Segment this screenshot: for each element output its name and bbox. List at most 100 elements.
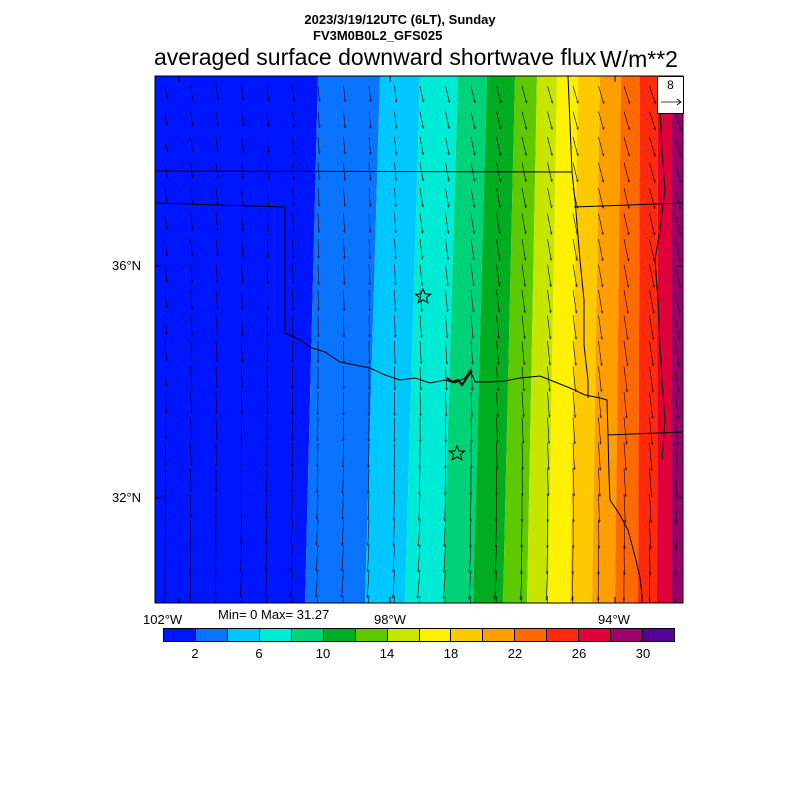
wind-arrow bbox=[291, 544, 293, 571]
wind-arrow bbox=[164, 238, 167, 256]
wind-arrow bbox=[344, 289, 345, 311]
wind-arrow bbox=[547, 136, 553, 156]
wind-arrow bbox=[675, 544, 676, 576]
wind-arrow bbox=[623, 162, 629, 183]
wind-arrow bbox=[445, 213, 449, 234]
flux-band bbox=[657, 76, 672, 603]
wind-arrow bbox=[572, 570, 573, 601]
wind-arrow bbox=[242, 366, 243, 389]
wind-arrow bbox=[418, 595, 421, 603]
flux-band bbox=[527, 76, 557, 603]
wind-arrow bbox=[344, 315, 345, 338]
reference-vector-value: 8 bbox=[667, 78, 674, 92]
wind-arrow bbox=[547, 391, 550, 418]
wind-arrow bbox=[241, 187, 244, 205]
colorbar-label: 30 bbox=[635, 646, 651, 661]
colorbar-label: 6 bbox=[255, 646, 263, 661]
wind-arrow bbox=[394, 187, 397, 207]
wind-arrow bbox=[191, 442, 192, 466]
wind-arrow bbox=[572, 162, 578, 183]
wind-arrow bbox=[267, 366, 268, 389]
wind-arrow bbox=[241, 136, 244, 153]
colorbar-cell bbox=[259, 629, 292, 641]
wind-arrow bbox=[547, 289, 551, 313]
wind-arrow bbox=[418, 544, 421, 573]
wind-arrow bbox=[674, 264, 680, 288]
wind-arrow bbox=[521, 417, 523, 444]
wind-arrow bbox=[292, 187, 294, 206]
wind-arrow bbox=[572, 289, 577, 313]
flux-band bbox=[443, 76, 487, 603]
wind-arrow bbox=[419, 238, 422, 259]
wind-arrow bbox=[674, 289, 680, 314]
wind-arrow bbox=[444, 519, 446, 547]
wind-arrow bbox=[293, 264, 294, 285]
wind-arrow bbox=[418, 570, 421, 599]
wind-arrow bbox=[496, 264, 500, 287]
wind-arrow bbox=[674, 366, 679, 393]
wind-arrow bbox=[674, 238, 680, 261]
wind-arrow bbox=[292, 111, 295, 128]
wind-arrow bbox=[674, 493, 677, 523]
wind-arrow bbox=[342, 519, 344, 546]
wind-arrow bbox=[547, 187, 552, 208]
wind-arrow bbox=[317, 85, 320, 102]
wind-arrow bbox=[623, 264, 628, 288]
wind-arrow bbox=[242, 289, 243, 310]
wind-arrow bbox=[650, 544, 651, 575]
wind-arrow bbox=[521, 213, 526, 235]
wind-arrow bbox=[496, 340, 499, 365]
wind-arrow bbox=[191, 468, 192, 492]
colorbar-cell bbox=[355, 629, 388, 641]
wind-arrow bbox=[215, 111, 218, 127]
wind-arrow bbox=[165, 468, 166, 492]
wind-arrow bbox=[470, 136, 475, 155]
colorbar bbox=[163, 628, 675, 642]
wind-arrow bbox=[624, 519, 625, 549]
wind-arrow bbox=[394, 111, 397, 129]
colorbar-cell bbox=[451, 629, 484, 641]
wind-arrow bbox=[368, 493, 369, 520]
wind-arrow bbox=[241, 544, 242, 571]
wind-arrow bbox=[598, 468, 600, 497]
wind-arrow bbox=[241, 85, 244, 100]
wind-arrow bbox=[597, 595, 599, 603]
wind-arrow bbox=[164, 391, 166, 413]
wind-arrow bbox=[420, 366, 421, 391]
wind-arrow bbox=[266, 213, 268, 232]
wind-arrow bbox=[395, 264, 396, 286]
colorbar-label: 26 bbox=[571, 646, 587, 661]
wind-arrow bbox=[446, 391, 447, 417]
wind-arrow bbox=[215, 213, 218, 231]
wind-arrow bbox=[496, 289, 500, 312]
wind-arrow bbox=[164, 264, 167, 283]
wind-arrow bbox=[394, 519, 395, 547]
wind-arrow bbox=[368, 136, 371, 154]
wind-arrow bbox=[266, 570, 268, 597]
wind-arrow bbox=[649, 187, 655, 209]
wind-arrow bbox=[266, 136, 269, 153]
wind-arrow bbox=[445, 85, 450, 103]
wind-arrow bbox=[547, 264, 552, 287]
wind-arrow bbox=[674, 187, 681, 209]
wind-arrow bbox=[572, 595, 574, 603]
wind-arrow bbox=[369, 315, 370, 338]
wind-arrow bbox=[649, 315, 654, 340]
wind-arrow bbox=[521, 187, 526, 208]
wind-arrow bbox=[674, 340, 679, 366]
wind-arrow bbox=[649, 289, 654, 314]
wind-arrow bbox=[318, 187, 319, 206]
wind-arrow bbox=[598, 366, 602, 392]
wind-arrow bbox=[548, 468, 549, 496]
wind-arrow bbox=[164, 315, 167, 335]
wind-arrow bbox=[241, 111, 244, 127]
wind-arrow bbox=[190, 85, 193, 100]
wind-arrow bbox=[190, 595, 191, 603]
wind-arrow bbox=[599, 519, 600, 549]
wind-arrow bbox=[471, 417, 472, 443]
wind-arrow bbox=[216, 442, 217, 466]
wind-arrow bbox=[623, 366, 627, 393]
wind-arrow bbox=[242, 340, 243, 362]
flux-band bbox=[473, 76, 515, 603]
wind-arrow bbox=[190, 340, 192, 361]
